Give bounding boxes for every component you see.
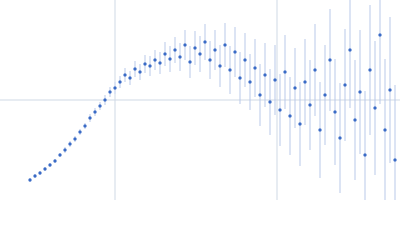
data-point (53, 159, 57, 163)
data-point (178, 55, 182, 59)
data-point (108, 90, 112, 94)
data-point (333, 110, 337, 114)
data-point (98, 104, 102, 108)
data-point (313, 68, 317, 72)
data-point (363, 153, 367, 157)
data-point (348, 48, 352, 52)
data-point (223, 43, 227, 47)
data-point (158, 61, 162, 65)
data-point (303, 80, 307, 84)
data-point (133, 67, 137, 71)
data-point (208, 58, 212, 62)
data-point (238, 76, 242, 80)
data-point (73, 137, 77, 141)
data-point (138, 70, 142, 74)
data-point (193, 46, 197, 50)
data-point (113, 86, 117, 90)
data-point (58, 153, 62, 157)
data-point (93, 110, 97, 114)
data-point (48, 163, 52, 167)
data-point (213, 48, 217, 52)
data-point (128, 76, 132, 80)
data-point (33, 174, 37, 178)
data-point (358, 90, 362, 94)
data-point (288, 114, 292, 118)
data-point (258, 93, 262, 97)
chart (0, 0, 400, 200)
data-point (43, 167, 47, 171)
data-point (393, 158, 397, 162)
data-point (103, 98, 107, 102)
data-point (118, 80, 122, 84)
data-point (323, 93, 327, 97)
data-point (328, 58, 332, 62)
data-point (283, 70, 287, 74)
data-point (273, 78, 277, 82)
data-point (188, 60, 192, 64)
data-point (378, 33, 382, 37)
data-point (293, 86, 297, 90)
data-point (78, 130, 82, 134)
data-point (368, 68, 372, 72)
data-point (28, 178, 32, 182)
data-point (338, 136, 342, 140)
data-point (143, 62, 147, 66)
data-point (88, 116, 92, 120)
data-point (218, 64, 222, 68)
data-point (343, 83, 347, 87)
data-point (318, 128, 322, 132)
data-point (298, 122, 302, 126)
data-point (203, 40, 207, 44)
data-point (198, 52, 202, 56)
data-point (253, 66, 257, 70)
plot-area (0, 0, 400, 200)
data-point (263, 73, 267, 77)
data-point (233, 50, 237, 54)
data-point (383, 128, 387, 132)
data-point (268, 100, 272, 104)
data-point (153, 58, 157, 62)
data-point (63, 148, 67, 152)
data-point (373, 106, 377, 110)
data-point (388, 88, 392, 92)
data-point (148, 64, 152, 68)
data-point (353, 118, 357, 122)
data-point (228, 68, 232, 72)
data-point (278, 108, 282, 112)
data-point (38, 171, 42, 175)
data-point (168, 57, 172, 61)
data-point (163, 52, 167, 56)
data-point (68, 142, 72, 146)
data-point (248, 80, 252, 84)
data-point (173, 48, 177, 52)
data-point (123, 73, 127, 77)
data-point (83, 124, 87, 128)
data-point (243, 58, 247, 62)
data-point (308, 103, 312, 107)
data-point (183, 43, 187, 47)
